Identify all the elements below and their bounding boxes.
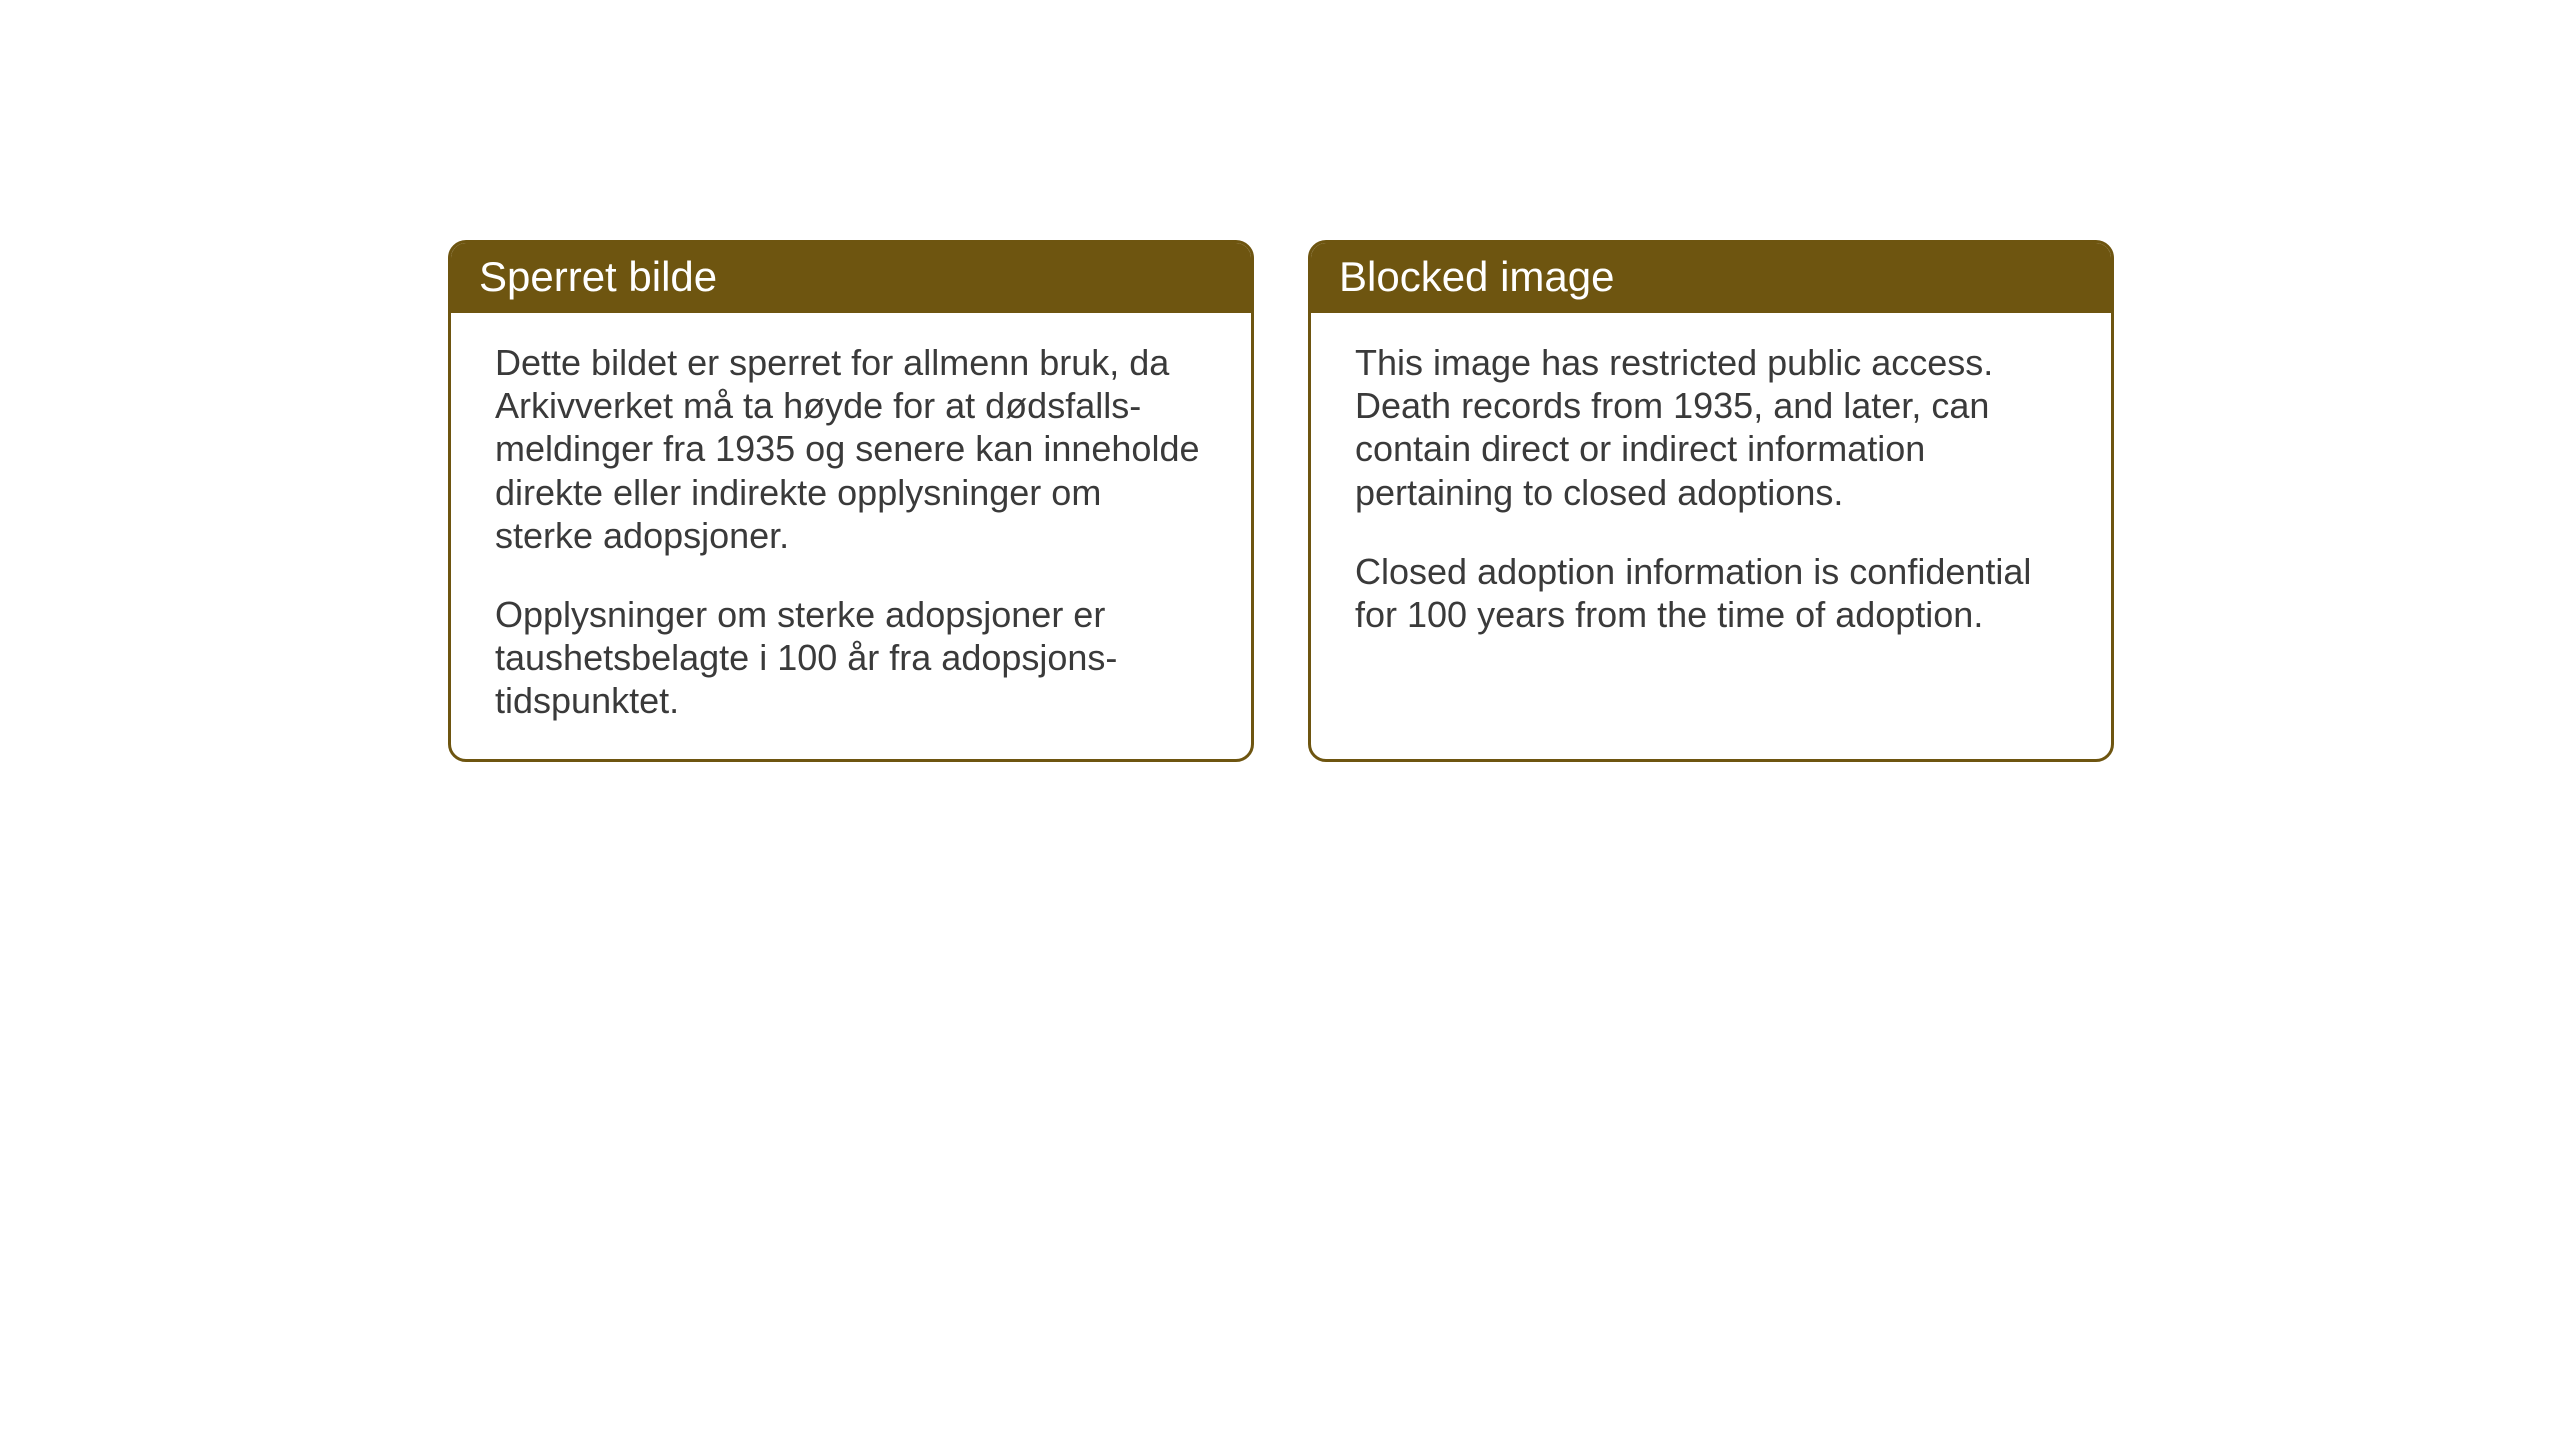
card-body-norwegian: Dette bildet er sperret for allmenn bruk… <box>451 313 1251 759</box>
blocked-image-card-norwegian: Sperret bilde Dette bildet er sperret fo… <box>448 240 1254 762</box>
card-text-norwegian-p2: Opplysninger om sterke adopsjoner er tau… <box>495 593 1207 723</box>
blocked-image-card-english: Blocked image This image has restricted … <box>1308 240 2114 762</box>
card-text-norwegian-p1: Dette bildet er sperret for allmenn bruk… <box>495 341 1207 557</box>
card-text-english-p1: This image has restricted public access.… <box>1355 341 2067 514</box>
card-header-english: Blocked image <box>1311 243 2111 313</box>
notice-container: Sperret bilde Dette bildet er sperret fo… <box>448 240 2114 762</box>
card-text-english-p2: Closed adoption information is confident… <box>1355 550 2067 636</box>
card-header-norwegian: Sperret bilde <box>451 243 1251 313</box>
card-body-english: This image has restricted public access.… <box>1311 313 2111 723</box>
